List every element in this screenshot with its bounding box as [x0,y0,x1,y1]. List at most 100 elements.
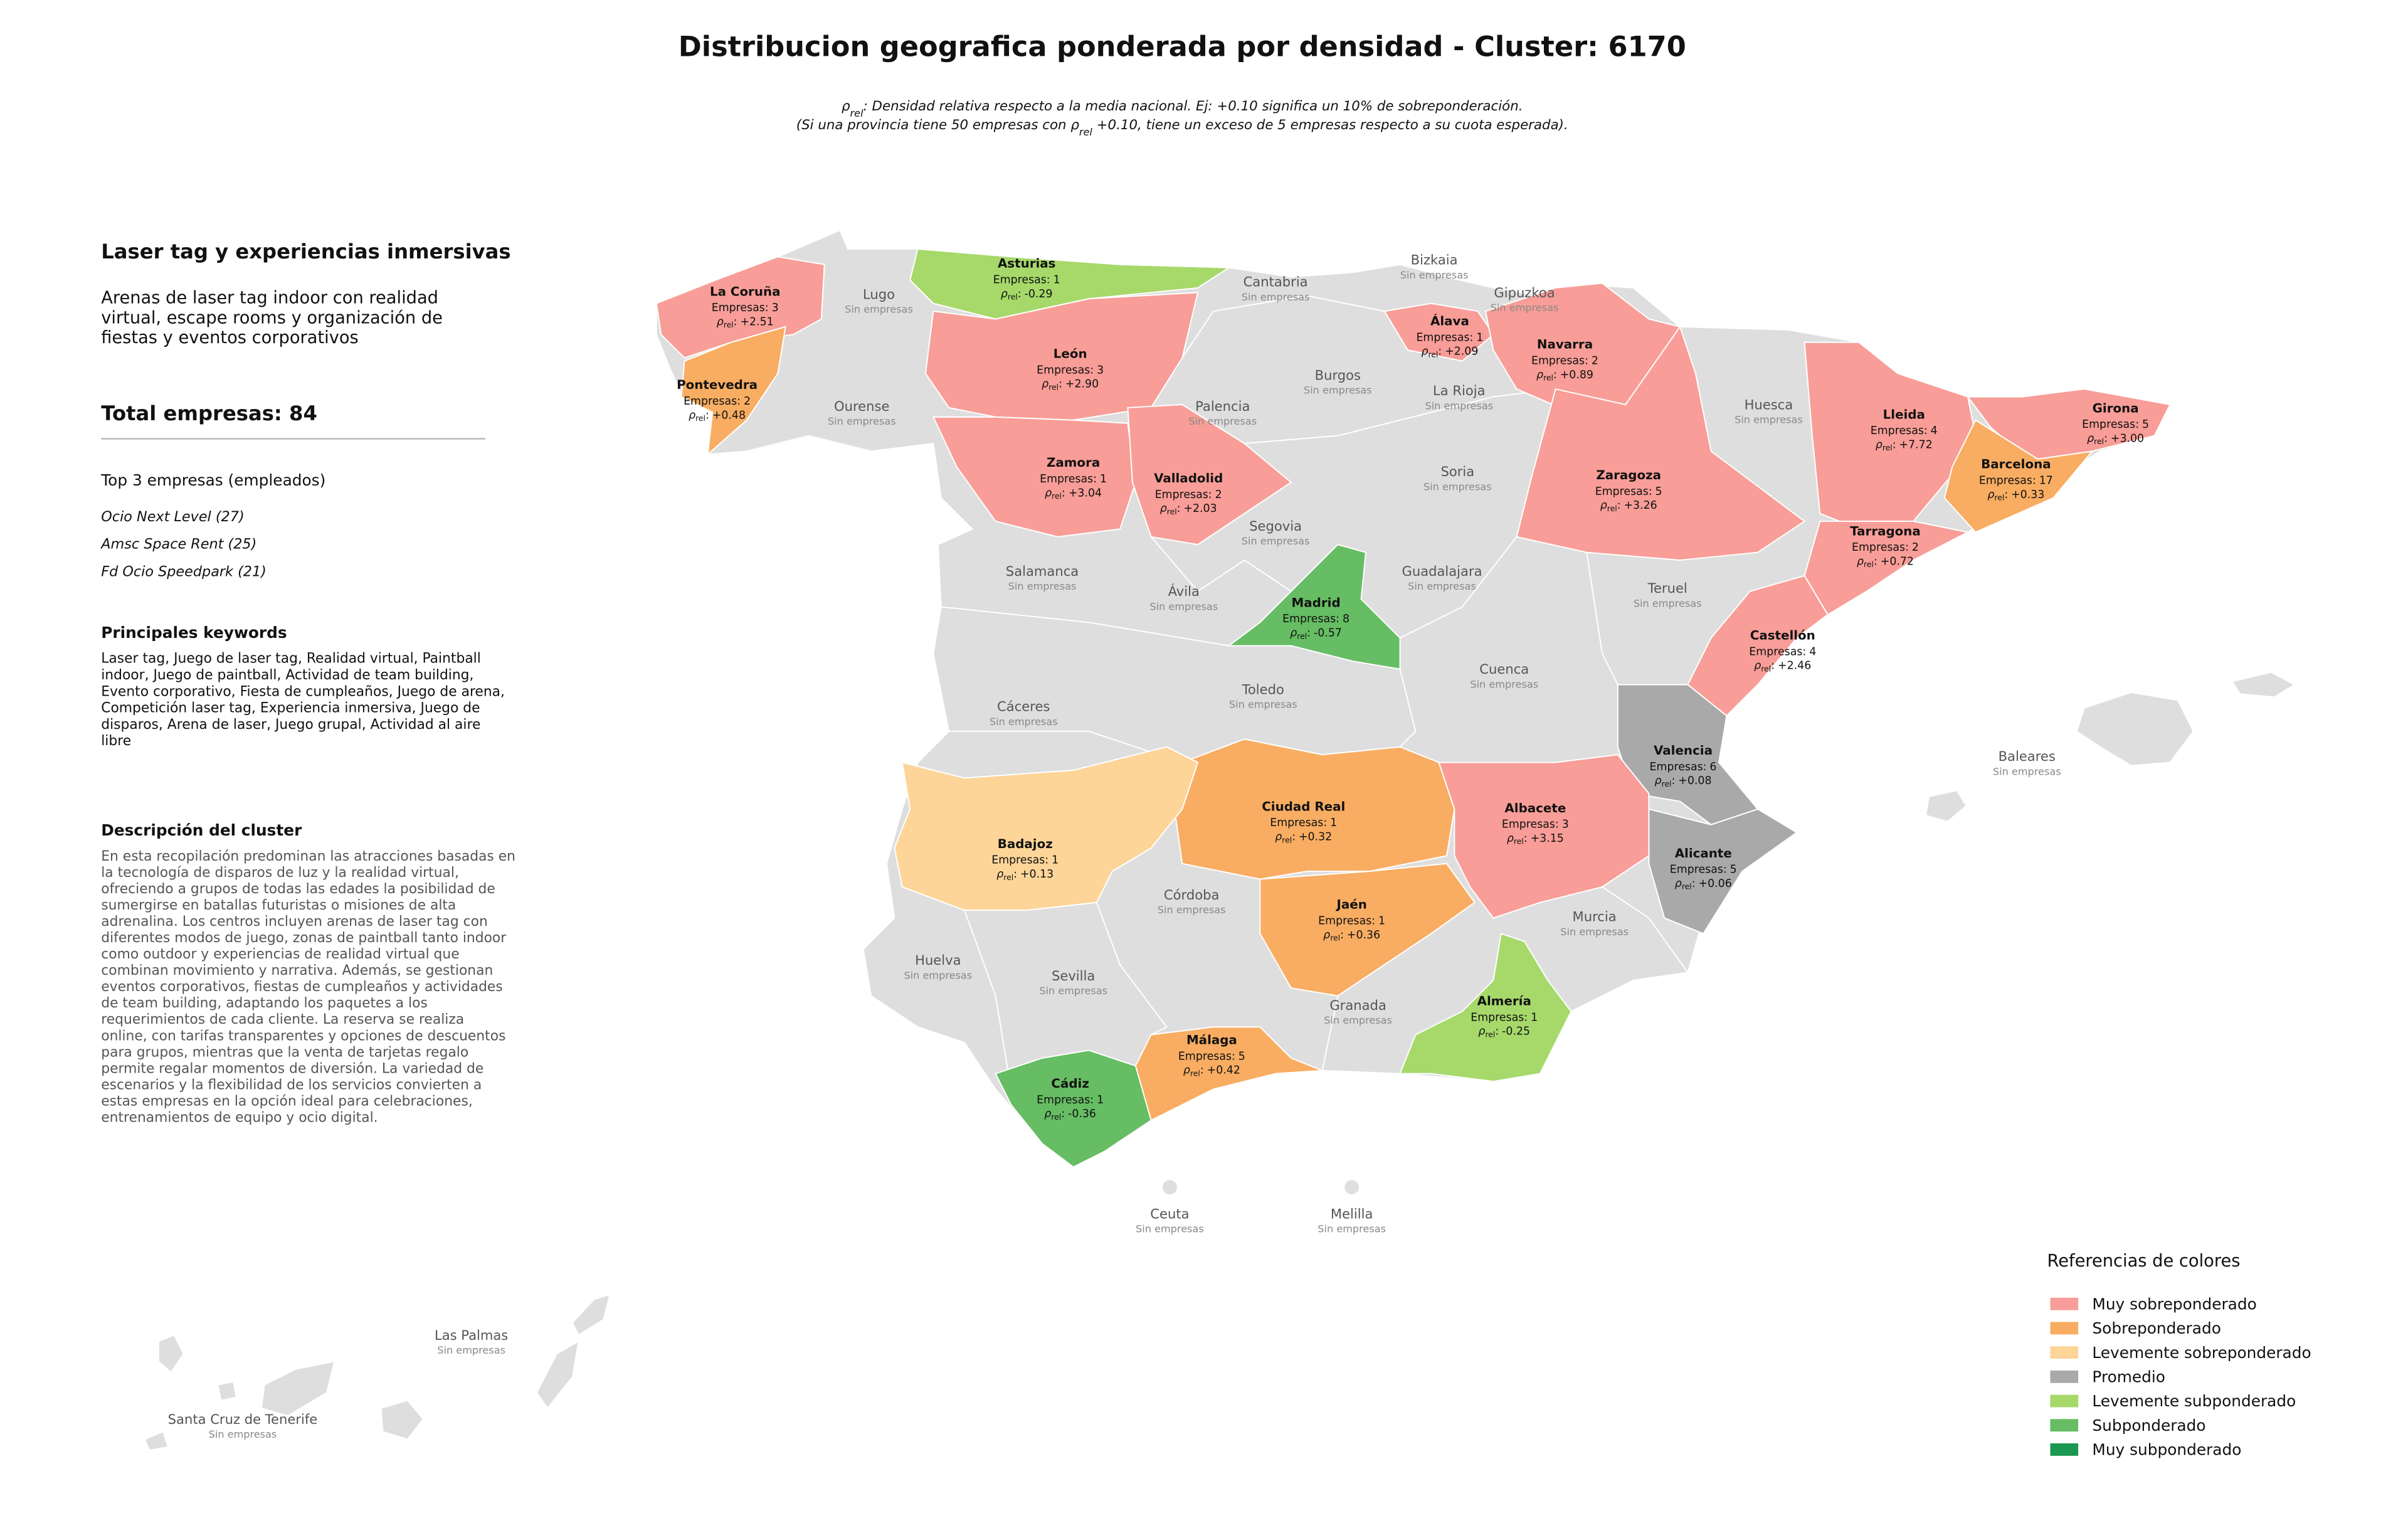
rho-value: +0.06 [1699,878,1732,890]
rho-suffix: : [1059,378,1062,391]
companies-label: Empresas: [1502,819,1559,831]
province-companies: Empresas: 5 [1670,864,1737,876]
rho-suffix: : [2104,433,2108,445]
companies-value: 2 [1215,489,1222,501]
legend-swatch [2050,1346,2079,1359]
province-name: Cáceres [997,699,1050,714]
companies-label: Empresas: [712,302,769,314]
province-companies: Empresas: 2 [684,395,751,408]
province-name: Cádiz [1051,1076,1089,1091]
companies-label: Empresas: [1037,1094,1094,1106]
rho-symbol: ρ [1675,878,1682,890]
rho-symbol: ρ [1183,1064,1190,1077]
companies-label: Empresas: [1037,364,1094,376]
cluster-summary: Arenas de laser tag indoor con realidadv… [101,289,443,348]
legend: Referencias de colores Muy sobreponderad… [2047,1251,2311,1458]
rho-suffix: : [1200,1064,1204,1077]
province-name: Soria [1440,464,1474,479]
companies-value: 1 [1378,915,1385,928]
rho-suffix: : [1062,487,1065,499]
province-companies: Empresas: 1 [993,273,1060,286]
province-rho: ρrel: +0.33 [1987,489,2044,502]
province-name: Valencia [1654,743,1713,758]
province-name: Badajoz [998,837,1053,851]
description-line: escenarios y la flexibilidad de los serv… [101,1077,482,1093]
rho-suffix: : [1292,831,1296,844]
province-rho: ρrel: +3.15 [1507,832,1564,846]
companies-value: 1 [1476,331,1483,344]
rho-value: +0.33 [2011,489,2044,501]
enclave [1161,1179,1178,1196]
province-border [964,910,1012,1090]
province-companies: Empresas: 3 [1037,364,1104,376]
companies-label: Empresas: [1040,473,1097,485]
province-name: Tarragona [1850,524,1921,538]
province-shape [1687,575,1829,717]
companies-label: Empresas: [1595,485,1652,498]
province-companies: Empresas: 3 [1502,819,1569,831]
province-name: Gipuzkoa [1494,285,1555,300]
legend-label: Promedio [2092,1368,2165,1386]
subtitle-part: rel [850,107,864,119]
province-name: Castellón [1750,629,1815,643]
province-status: Sin empresas [1491,302,1559,314]
description-line: permite regalar momentos de diversión. L… [101,1061,483,1076]
province-status: Sin empresas [1136,1223,1204,1235]
description-line: para grupos, mientras que la venta de ta… [101,1044,468,1060]
province-shape [1173,738,1455,880]
rho-symbol: ρ [1042,378,1048,391]
rho-subscript: rel [1514,837,1524,846]
top-title: Top 3 empresas (empleados) [100,471,325,489]
mainland [655,229,2171,1168]
province-rho: ρrel: +0.13 [996,868,1054,882]
description-line: ofreciendo a grupos de todas las edades … [101,881,495,897]
companies-value: 1 [1531,1011,1538,1024]
companies-value: 2 [1912,541,1919,554]
rho-suffix: : [1013,868,1017,881]
province-name: Almería [1477,994,1531,1008]
legend-label: Levemente subponderado [2092,1392,2296,1410]
companies-label: Empresas: [1852,541,1909,554]
province-rho: ρrel: +0.06 [1675,878,1732,891]
province-rho: ρrel: +3.26 [1600,499,1657,513]
rho-suffix: : [1874,555,1877,568]
province-status: Sin empresas [1149,600,1218,612]
island [380,1399,424,1440]
province-name: Albacete [1504,801,1566,815]
rho-value: -0.36 [1068,1108,1096,1120]
province-companies: Empresas: 1 [1318,915,1385,928]
province-rho: ρrel: +2.09 [1421,346,1478,359]
enclave [1343,1179,1361,1196]
province-border [1602,886,1689,973]
rho-value: +2.51 [740,316,773,328]
province-name: Álava [1430,314,1469,328]
legend-label: Muy subponderado [2092,1441,2241,1459]
province-name: Asturias [998,257,1056,271]
companies-value: 3 [1562,819,1569,831]
rho-suffix: : [1061,1108,1065,1120]
rho-symbol: ρ [1987,489,1994,501]
rho-symbol: ρ [1044,1108,1051,1120]
province-name: Murcia [1573,909,1617,925]
rho-value: +3.15 [1531,832,1564,845]
province-status: Sin empresas [209,1428,277,1440]
rho-symbol: ρ [1421,346,1428,358]
legend-swatch [2050,1419,2079,1432]
province-name: Cantabria [1244,273,1308,289]
province-name: La Rioja [1433,383,1486,398]
province-rho: ρrel: -0.36 [1044,1108,1096,1122]
description-line: Arenas de laser tag indoor con realidad [101,289,438,308]
rho-value: +0.72 [1881,555,1914,568]
rho-symbol: ρ [1876,438,1883,451]
rho-suffix: : [1893,438,1896,451]
province-rho: ρrel: +0.48 [689,409,746,423]
rho-symbol: ρ [1478,1026,1485,1038]
province-rho: ρrel: +0.32 [1275,831,1332,845]
rho-value: +0.13 [1020,868,1054,881]
companies-label: Empresas: [1416,331,1473,344]
province-companies: Empresas: 5 [1178,1050,1245,1063]
rho-suffix: : [1771,660,1775,672]
subtitle: (Si una provincia tiene 50 empresas con … [796,117,1568,138]
rho-suffix: : [1018,288,1022,300]
province-companies: Empresas: 2 [1155,489,1222,501]
